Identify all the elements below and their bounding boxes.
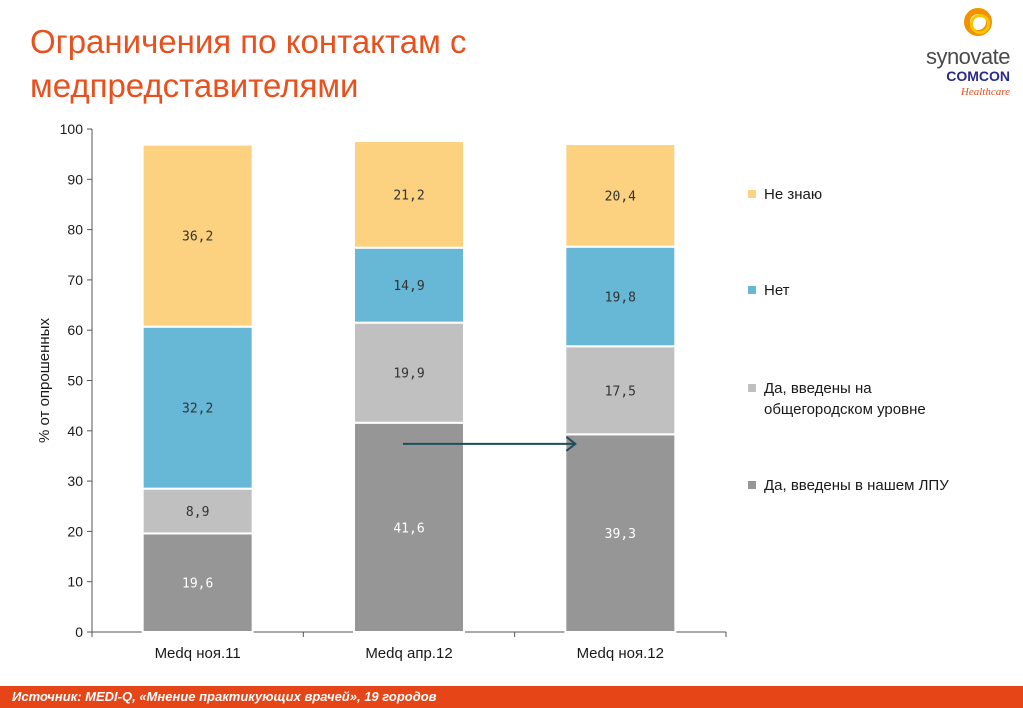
y-tick-label-10: 100 [60, 121, 84, 137]
legend-swatch-net [748, 286, 756, 294]
x-category-label-1: Medq апр.12 [365, 645, 452, 662]
x-category-label-0: Medq ноя.11 [155, 645, 241, 662]
bar-segment-0-0 [141, 532, 254, 633]
bar-segment-0-1 [141, 487, 254, 535]
logo-inner-ring-icon [970, 14, 990, 34]
bar-segment-1-2 [353, 246, 465, 324]
logo-text-synovate: synovate [925, 44, 1011, 69]
y-tick-label-0: 0 [75, 624, 83, 640]
slide-title-line-2: медпредставителями [30, 67, 359, 104]
legend-label-our-lpu: Да, введены в нашем ЛПУ [764, 477, 949, 494]
legend-label-ne-znayu: Не знаю [764, 186, 823, 203]
legend-label-city-level-line-1: Да, введены на [764, 380, 872, 397]
bar-segment-0-3 [141, 143, 254, 328]
y-tick-label-3: 30 [67, 473, 83, 489]
bar-segment-2-3 [564, 143, 677, 248]
y-tick-label-7: 70 [67, 272, 83, 288]
bar-value-label-2-2: 19,8 [605, 290, 636, 305]
slide-title: Ограничения по контактам с медпредставит… [30, 20, 650, 108]
y-tick-label-9: 90 [67, 171, 83, 187]
bar-segment-0-2 [141, 325, 254, 490]
y-tick-label-1: 10 [67, 574, 83, 590]
bar-value-label-1-3: 21,2 [393, 188, 424, 203]
bar-value-label-1-1: 19,9 [393, 367, 424, 382]
bar-value-label-0-0: 19,6 [182, 577, 213, 592]
bar-value-label-2-0: 39,3 [605, 527, 636, 542]
bar-value-label-2-3: 20,4 [605, 189, 636, 204]
stacked-bar-chart: 0 10 20 30 40 50 60 70 80 90 100 % от опрошенных Med… [36, 121, 727, 662]
legend-label-city-level-line-2: общегородском уровне [764, 401, 926, 418]
source-footer: Источник: MEDI-Q, «Мнение практикующих в… [0, 686, 1023, 708]
bar-segment-2-2 [564, 245, 677, 348]
legend-swatch-ne-znayu [748, 190, 756, 198]
y-tick-label-4: 40 [67, 423, 83, 439]
bar-value-label-2-1: 17,5 [605, 384, 636, 399]
bar-segment-1-3 [353, 140, 465, 249]
source-footer-text: Источник: MEDI-Q, «Мнение практикующих в… [12, 689, 437, 704]
y-tick-label-5: 50 [67, 373, 83, 389]
bar-value-label-0-3: 36,2 [182, 230, 213, 245]
synovate-comcon-logo: synovate COMCON Healthcare [898, 4, 1018, 100]
legend-item-net: Нет [748, 280, 994, 301]
y-tick-label-2: 20 [67, 523, 83, 539]
bar-value-label-0-1: 8,9 [186, 505, 209, 520]
logo-text-healthcare: Healthcare [960, 86, 1010, 98]
bar-segment-2-0 [564, 433, 677, 634]
legend-swatch-our-lpu [748, 481, 756, 489]
annotation-arrow-head [565, 436, 577, 452]
y-tick-label-6: 60 [67, 322, 83, 338]
bar-segment-2-1 [564, 345, 677, 436]
bar-segment-1-0 [353, 421, 465, 634]
legend-item-ne-znayu: Не знаю [748, 184, 994, 205]
legend-label-net: Нет [764, 282, 790, 299]
bar-value-label-0-2: 32,2 [182, 402, 213, 417]
bar-value-label-1-2: 14,9 [393, 279, 424, 294]
x-category-label-2: Medq ноя.12 [577, 645, 664, 662]
y-tick-label-8: 80 [67, 222, 83, 238]
slide-title-line-1: Ограничения по контактам с [30, 23, 467, 60]
legend-item-our-lpu: Да, введены в нашем ЛПУ [748, 475, 994, 496]
bar-value-label-1-0: 41,6 [393, 521, 424, 536]
logo-text-comcon: COMCON [946, 68, 1010, 84]
legend-swatch-city-level [748, 384, 756, 392]
y-axis-title: % от опрошенных [36, 318, 53, 443]
legend-item-city-level: Да, введены на общегородском уровне [748, 378, 994, 420]
